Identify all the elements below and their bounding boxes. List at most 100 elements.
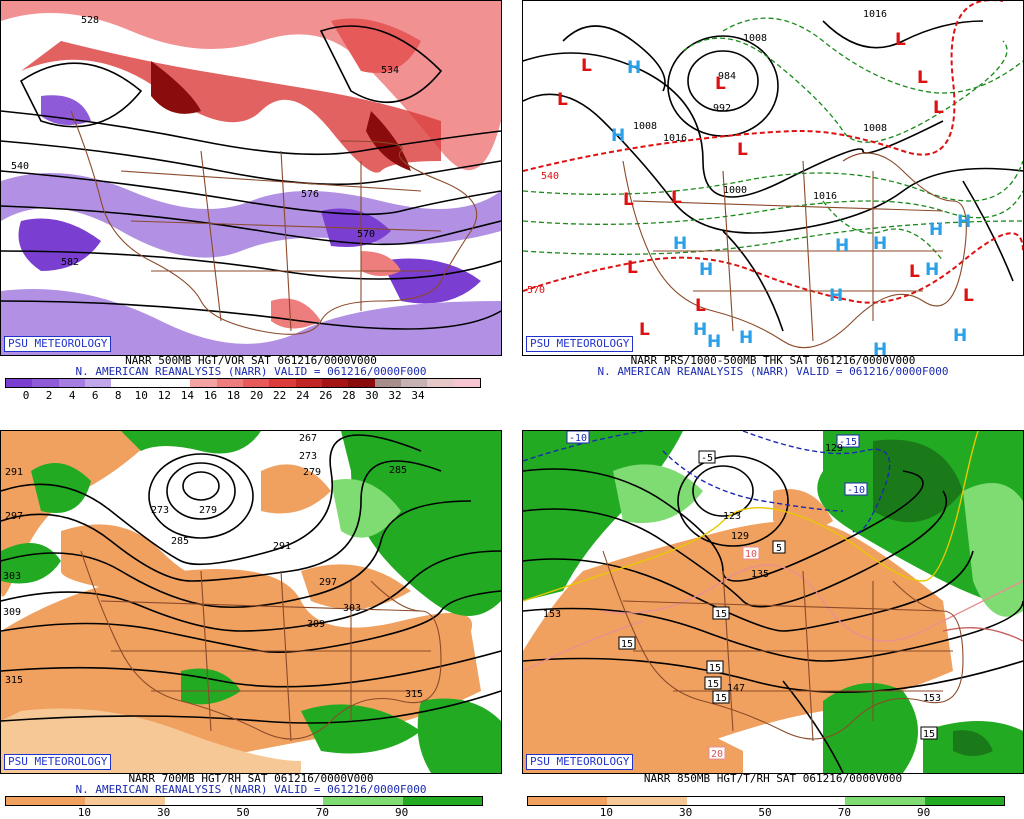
svg-text:1000: 1000 xyxy=(723,185,747,196)
psu-branding: PSU METEOROLOGY xyxy=(4,336,112,352)
svg-text:L: L xyxy=(933,98,944,118)
svg-text:534: 534 xyxy=(381,65,399,76)
colorbar-swatch xyxy=(374,379,401,387)
svg-text:135: 135 xyxy=(751,569,769,580)
svg-text:H: H xyxy=(739,328,753,348)
colorbar-swatch xyxy=(765,797,846,805)
svg-text:15: 15 xyxy=(715,609,727,620)
svg-text:L: L xyxy=(963,286,974,306)
svg-text:1016: 1016 xyxy=(663,133,687,144)
svg-text:H: H xyxy=(873,234,887,254)
svg-text:H: H xyxy=(707,332,721,352)
panel-500mb-vorticity: 528 534 582 576 570 540 PSU METEOROLOGY … xyxy=(0,0,502,410)
colorbar-rh xyxy=(527,796,1005,806)
colorbar-tick-label: 24 xyxy=(296,389,310,402)
colorbar-swatch xyxy=(163,379,191,387)
colorbar-swatch xyxy=(243,797,324,805)
svg-text:582: 582 xyxy=(61,257,79,268)
caption-line1: NARR PRS/1000-500MB THK SAT 061216/0000V… xyxy=(630,354,916,367)
svg-text:267: 267 xyxy=(299,433,317,444)
colorbar-vorticity xyxy=(5,378,481,388)
svg-text:-10: -10 xyxy=(569,433,587,444)
colorbar-tick-label: 90 xyxy=(917,806,931,819)
svg-text:5: 5 xyxy=(776,543,782,554)
colorbar-tick-label: 6 xyxy=(91,389,99,402)
svg-text:297: 297 xyxy=(5,511,23,522)
colorbar-swatch xyxy=(242,379,270,387)
colorbar-tick-label: 0 xyxy=(22,389,30,402)
colorbar-swatch xyxy=(6,379,33,387)
svg-text:H: H xyxy=(953,326,967,346)
colorbar-ticks: 10 30 50 70 90 xyxy=(5,806,481,819)
colorbar-swatch xyxy=(85,797,165,805)
colorbar-swatch xyxy=(402,797,482,805)
svg-text:540: 540 xyxy=(11,161,29,172)
colorbar-tick-label: 20 xyxy=(249,389,264,402)
colorbar-swatch xyxy=(427,379,454,387)
svg-text:15: 15 xyxy=(707,679,719,690)
psu-branding: PSU METEOROLOGY xyxy=(526,336,634,352)
svg-text:L: L xyxy=(895,30,906,50)
colorbar-tick-label: 12 xyxy=(157,389,171,402)
svg-text:L: L xyxy=(737,140,748,160)
colorbar-swatch xyxy=(453,379,480,387)
colorbar-tick-label: 10 xyxy=(134,389,148,402)
map-pressure: 1008 1016 1000 1016 984 992 1008 1008 10… xyxy=(522,0,1024,356)
panel-850mb-temp-rh: -10 -15 -10 -5 129 123 129 135 153 147 1… xyxy=(522,430,1024,819)
svg-text:15: 15 xyxy=(715,693,727,704)
colorbar-swatch xyxy=(84,379,112,387)
map-500mb: 528 534 582 576 570 540 PSU METEOROLOGY xyxy=(0,0,502,356)
panel-700mb-rh: 267 273 279 285 273 279 285 291 297 303 309 291 … xyxy=(0,430,502,819)
colorbar-tick-label: 18 xyxy=(226,389,241,402)
caption-line1: NARR 700MB HGT/RH SAT 061216/0000V000 xyxy=(128,772,374,785)
svg-text:303: 303 xyxy=(3,571,21,582)
svg-text:15: 15 xyxy=(923,729,935,740)
colorbar-swatch xyxy=(295,379,322,387)
colorbar-swatch xyxy=(845,797,925,805)
svg-text:10: 10 xyxy=(745,549,757,560)
svg-text:303: 303 xyxy=(343,603,361,614)
colorbar-swatch xyxy=(400,379,428,387)
svg-text:L: L xyxy=(917,68,928,88)
svg-text:H: H xyxy=(929,220,943,240)
map-700mb: 267 273 279 285 273 279 285 291 297 303 309 291 … xyxy=(0,430,502,774)
colorbar-tick-label: 30 xyxy=(679,806,693,819)
svg-text:291: 291 xyxy=(273,541,291,552)
colorbar-tick-label: 16 xyxy=(203,389,218,402)
colorbar-tick-label: 34 xyxy=(411,389,425,402)
colorbar-swatch xyxy=(924,797,1004,805)
svg-text:L: L xyxy=(695,296,706,316)
svg-text:540: 540 xyxy=(541,171,559,182)
colorbar-tick-label: 30 xyxy=(157,806,171,819)
svg-text:1008: 1008 xyxy=(633,121,657,132)
colorbar-tick-label: 28 xyxy=(342,389,356,402)
svg-text:129: 129 xyxy=(825,443,843,454)
colorbar-tick-label: 4 xyxy=(68,389,76,402)
colorbar-tick-label: 50 xyxy=(236,806,250,819)
svg-text:-5: -5 xyxy=(701,453,713,464)
colorbar-ticks: 0 2 4 6 8 10 12 14 16 18 20 22 24 26 28 30 32 34 xyxy=(5,389,479,402)
svg-text:291: 291 xyxy=(5,467,23,478)
caption-line2: N. AMERICAN REANALYSIS (NARR) VALID = 06… xyxy=(75,783,427,796)
svg-text:H: H xyxy=(925,260,939,280)
svg-text:147: 147 xyxy=(727,683,745,694)
svg-text:L: L xyxy=(909,262,920,282)
svg-text:279: 279 xyxy=(199,505,217,516)
colorbar-tick-label: 22 xyxy=(273,389,287,402)
colorbar-swatch xyxy=(216,379,243,387)
caption-line2: N. AMERICAN REANALYSIS (NARR) VALID = 06… xyxy=(75,365,427,378)
colorbar-swatch xyxy=(323,797,403,805)
colorbar-tick-label: 70 xyxy=(837,806,851,819)
svg-text:528: 528 xyxy=(81,15,99,26)
svg-text:L: L xyxy=(581,56,592,76)
svg-text:285: 285 xyxy=(171,536,189,547)
svg-text:285: 285 xyxy=(389,465,407,476)
colorbar-tick-label: 50 xyxy=(758,806,772,819)
svg-text:129: 129 xyxy=(731,531,749,542)
colorbar-swatch xyxy=(58,379,85,387)
svg-text:297: 297 xyxy=(319,577,337,588)
colorbar-tick-label: 30 xyxy=(365,389,379,402)
svg-text:H: H xyxy=(835,236,849,256)
svg-text:273: 273 xyxy=(151,505,169,516)
svg-text:15: 15 xyxy=(709,663,721,674)
